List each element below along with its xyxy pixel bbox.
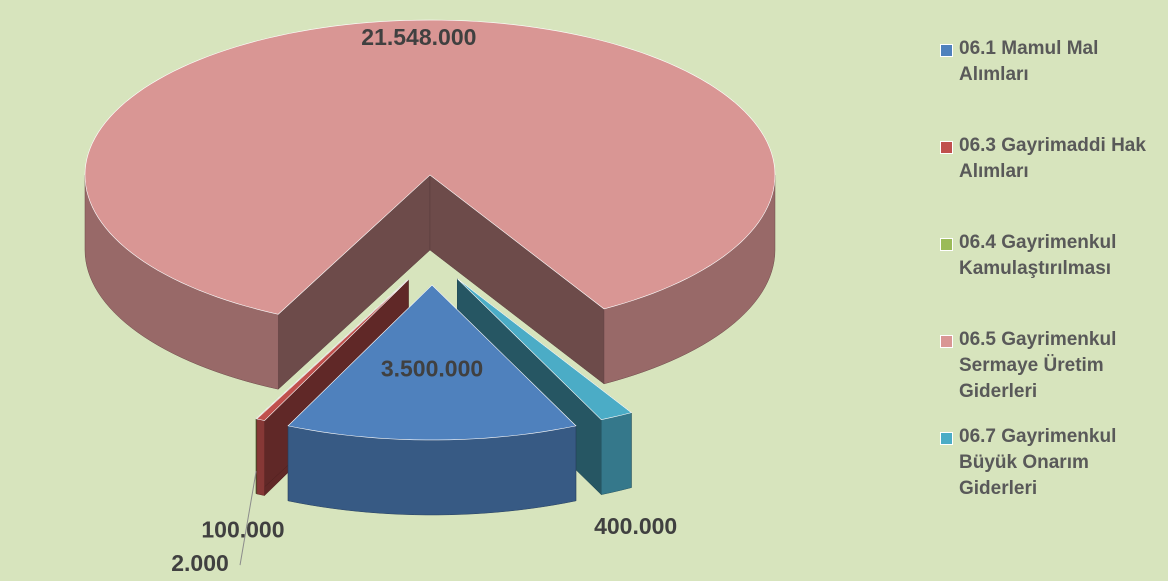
legend-item: 06.5 Gayrimenkul Sermaye Üretim Giderler… <box>940 327 1165 424</box>
data-label: 2.000 <box>171 550 229 576</box>
slice <box>256 279 409 421</box>
legend-label: 06.4 Gayrimenkul Kamulaştırılması <box>959 232 1117 279</box>
legend-label: 06.5 Gayrimenkul Sermaye Üretim Giderler… <box>959 329 1117 402</box>
legend-item: 06.4 Gayrimenkul Kamulaştırılması <box>940 230 1165 327</box>
leader-line <box>239 471 257 566</box>
slice <box>457 278 633 420</box>
legend-swatch <box>940 44 953 57</box>
data-label: 3.500.000 <box>381 355 483 381</box>
slice-wall <box>256 418 265 496</box>
legend-item: 06.7 Gayrimenkul Büyük Onarım Giderleri <box>940 424 1165 521</box>
data-label: 21.548.000 <box>361 24 476 50</box>
data-label: 400.000 <box>594 513 677 539</box>
legend-label: 06.1 Mamul Mal Alımları <box>959 38 1099 85</box>
legend: 06.1 Mamul Mal Alımları 06.3 Gayrimaddi H… <box>940 36 1165 521</box>
legend-swatch <box>940 238 953 251</box>
slice-wall <box>601 412 632 495</box>
slice <box>84 19 776 315</box>
legend-item: 06.3 Gayrimaddi Hak Alımları <box>940 133 1165 230</box>
legend-label: 06.7 Gayrimenkul Büyük Onarım Giderleri <box>959 426 1117 499</box>
slice <box>287 284 577 441</box>
slice <box>255 279 409 419</box>
chart: 3.500.000 100.000 2.000 21.548.000 400.000 <box>84 19 776 576</box>
legend-label: 06.3 Gayrimaddi Hak Alımları <box>959 135 1146 182</box>
data-label: 100.000 <box>201 517 284 543</box>
legend-item: 06.1 Mamul Mal Alımları <box>940 36 1165 133</box>
legend-swatch <box>940 335 953 348</box>
legend-swatch <box>940 432 953 445</box>
legend-swatch <box>940 141 953 154</box>
